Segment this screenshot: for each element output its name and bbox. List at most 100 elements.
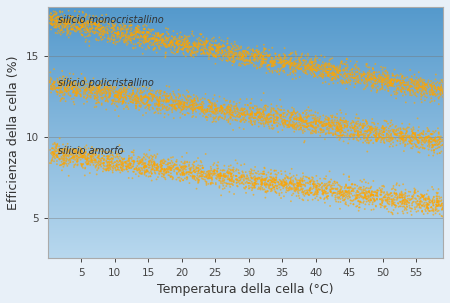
Point	[74, 20, 81, 25]
Point	[262, 176, 269, 181]
Point	[400, 86, 407, 91]
Point	[97, 160, 104, 165]
Point	[396, 81, 404, 85]
Point	[203, 39, 210, 44]
Point	[283, 113, 290, 118]
Point	[150, 37, 158, 42]
Point	[280, 62, 288, 67]
Point	[105, 160, 112, 165]
Point	[295, 191, 302, 196]
Point	[174, 50, 181, 55]
Point	[57, 28, 64, 33]
Point	[409, 206, 416, 211]
Point	[50, 149, 58, 154]
Point	[109, 25, 116, 30]
Point	[118, 30, 126, 35]
Point	[153, 166, 161, 171]
Point	[111, 37, 118, 42]
Point	[381, 73, 388, 78]
Point	[209, 111, 216, 116]
Point	[102, 89, 109, 94]
Point	[363, 84, 370, 89]
Point	[370, 196, 378, 201]
Point	[315, 187, 322, 192]
Point	[324, 125, 331, 130]
Point	[53, 144, 60, 148]
Point	[268, 109, 275, 114]
Point	[253, 50, 261, 55]
Point	[368, 189, 375, 194]
Point	[92, 153, 99, 158]
Point	[430, 203, 437, 208]
Point	[180, 37, 188, 42]
Point	[238, 55, 245, 59]
Point	[261, 178, 268, 183]
Point	[322, 183, 329, 188]
Point	[286, 52, 293, 57]
Point	[125, 37, 132, 42]
Point	[179, 107, 186, 112]
Point	[419, 146, 426, 151]
Point	[105, 95, 112, 100]
Point	[268, 113, 275, 118]
Point	[59, 18, 66, 22]
Point	[286, 60, 293, 65]
Point	[270, 180, 278, 185]
Point	[383, 76, 391, 81]
Point	[101, 35, 108, 40]
Point	[325, 128, 333, 133]
Point	[341, 120, 348, 125]
Point	[397, 141, 404, 146]
Point	[77, 148, 85, 153]
Point	[360, 177, 368, 182]
Point	[287, 185, 294, 190]
Point	[202, 41, 210, 46]
Point	[322, 132, 329, 137]
Point	[47, 70, 54, 75]
Point	[130, 153, 137, 158]
Point	[215, 172, 222, 177]
Point	[207, 174, 214, 179]
Point	[326, 180, 333, 185]
Point	[193, 49, 200, 54]
Point	[56, 80, 63, 85]
Point	[289, 124, 296, 129]
Point	[351, 197, 359, 202]
Point	[252, 178, 259, 183]
Point	[313, 173, 320, 178]
Point	[177, 47, 184, 52]
Point	[333, 187, 341, 192]
Point	[85, 21, 92, 26]
Point	[225, 48, 233, 53]
Point	[156, 95, 163, 99]
Point	[79, 33, 86, 38]
Point	[435, 102, 442, 107]
Point	[212, 55, 220, 60]
Point	[94, 155, 102, 159]
Point	[158, 88, 165, 93]
Point	[133, 27, 140, 32]
Point	[208, 107, 216, 112]
Point	[266, 175, 274, 179]
Point	[432, 202, 440, 207]
Point	[206, 173, 213, 178]
Point	[275, 182, 283, 187]
Point	[435, 85, 442, 89]
Point	[118, 168, 125, 172]
Point	[139, 157, 146, 162]
Point	[142, 169, 149, 174]
Point	[164, 99, 171, 104]
Point	[161, 167, 168, 172]
Point	[117, 165, 125, 170]
Point	[48, 15, 55, 20]
Point	[61, 151, 68, 155]
Point	[401, 76, 408, 81]
Point	[177, 102, 184, 107]
Point	[261, 56, 268, 61]
Point	[239, 173, 247, 178]
Point	[128, 23, 135, 28]
Point	[179, 154, 186, 159]
Point	[212, 101, 219, 105]
Point	[151, 165, 158, 169]
Point	[291, 185, 298, 189]
